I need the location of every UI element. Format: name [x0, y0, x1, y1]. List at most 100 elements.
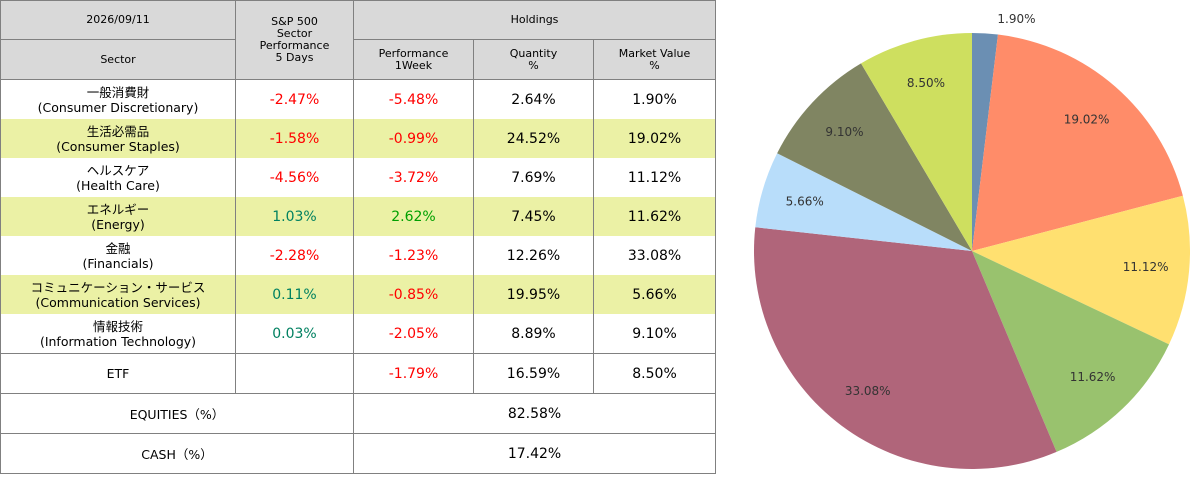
market-value-cell: 1.90% — [592, 79, 717, 119]
quantity-cell: 7.69% — [473, 158, 594, 197]
sp500-5days-header: S&P 500 Sector Performance 5 Days — [235, 0, 354, 80]
perf-1week-cell: -0.99% — [353, 119, 474, 158]
etf-sp500-cell — [235, 353, 354, 394]
quantity-header-line2: % — [528, 58, 539, 72]
sector-name-en: (Energy) — [91, 216, 145, 232]
sector-name-ja: 情報技術 — [92, 318, 143, 334]
sp500-5days-cell: -4.56% — [235, 158, 354, 197]
sector-table: 2026/09/11 S&P 500 Sector Performance 5 … — [0, 0, 717, 474]
pie-slice-label: 9.10% — [825, 125, 863, 139]
pie-slice-label: 8.50% — [907, 76, 945, 90]
table-row: 一般消費財 (Consumer Discretionary) -2.47% -5.… — [0, 79, 717, 119]
pie-slice-label: 19.02% — [1064, 113, 1110, 127]
sector-name-ja: 金融 — [105, 240, 131, 256]
pie-slice — [777, 63, 972, 251]
equities-value: 82.58% — [352, 393, 717, 434]
pie-slice — [972, 195, 1190, 345]
pie-slice-label: 11.62% — [1070, 370, 1116, 384]
table-row: 生活必需品 (Consumer Staples) -1.58% -0.99% 24… — [0, 119, 717, 158]
sector-header: Sector — [0, 39, 236, 80]
market-value-cell: 5.66% — [592, 275, 717, 314]
sector-name-en: (Financials) — [82, 255, 154, 271]
quantity-cell: 7.45% — [473, 197, 594, 236]
sector-name-ja: 生活必需品 — [86, 123, 150, 139]
sector-name-en: (Information Technology) — [39, 333, 197, 349]
perf-1week-header: Performance 1Week — [353, 39, 474, 80]
sector-table-panel: 2026/09/11 S&P 500 Sector Performance 5 … — [0, 0, 717, 474]
equities-label: EQUITIES（%） — [0, 393, 354, 434]
pie-slice-label: 1.90% — [997, 12, 1035, 26]
sector-name-ja: エネルギー — [86, 201, 150, 217]
perf-1week-cell: -2.05% — [353, 314, 474, 354]
sector-name-cell: エネルギー (Energy) — [0, 197, 236, 236]
sp500-5days-cell: 1.03% — [235, 197, 354, 236]
market-value-header-line1: Market Value — [618, 46, 691, 60]
sector-name-cell: 金融 (Financials) — [0, 236, 236, 275]
table-row: エネルギー (Energy) 1.03% 2.62% 7.45% 11.62% — [0, 197, 717, 236]
sp500-header-line4: 5 Days — [275, 51, 314, 64]
cash-label: CASH（%） — [0, 433, 354, 474]
table-row: ヘルスケア (Health Care) -4.56% -3.72% 7.69% 1… — [0, 158, 717, 197]
sp500-5days-cell: 0.11% — [235, 275, 354, 314]
sector-name-cell: 情報技術 (Information Technology) — [0, 314, 236, 354]
sp500-header-line1: S&P 500 — [271, 15, 318, 28]
sector-name-cell: コミュニケーション・サービス (Communication Services) — [0, 275, 236, 314]
pie-slice-label: 33.08% — [845, 384, 891, 398]
sector-name-en: (Consumer Staples) — [56, 138, 180, 154]
cash-value: 17.42% — [352, 433, 717, 474]
sector-name-en: (Communication Services) — [35, 294, 201, 310]
etf-label: ETF — [0, 353, 236, 394]
sp500-header-line3: Performance — [259, 39, 330, 52]
equities-row: EQUITIES（%） 82.58% — [0, 393, 717, 434]
pie-slice — [972, 34, 1183, 252]
perf-1week-header-line1: Performance — [378, 46, 449, 60]
market-value-cell: 33.08% — [592, 236, 717, 275]
quantity-cell: 12.26% — [473, 236, 594, 275]
market-value-header-line2: % — [649, 58, 660, 72]
quantity-cell: 19.95% — [473, 275, 594, 314]
pie-slice — [755, 153, 972, 251]
market-value-cell: 11.12% — [592, 158, 717, 197]
etf-perf-1week-cell: -1.79% — [353, 353, 474, 394]
pie-slice — [972, 33, 998, 251]
market-value-header: Market Value % — [592, 39, 717, 80]
sp500-header-line2: Sector — [276, 27, 313, 40]
sector-name-ja: ヘルスケア — [86, 162, 150, 178]
perf-1week-header-line2: 1Week — [394, 58, 433, 72]
quantity-cell: 8.89% — [473, 314, 594, 354]
quantity-cell: 24.52% — [473, 119, 594, 158]
sector-name-cell: 一般消費財 (Consumer Discretionary) — [0, 79, 236, 119]
etf-quantity-cell: 16.59% — [473, 353, 594, 394]
etf-market-value-cell: 8.50% — [592, 353, 717, 394]
pie-slice — [861, 33, 972, 251]
pie-slice-label: 5.66% — [786, 195, 824, 209]
market-value-cell: 11.62% — [592, 197, 717, 236]
table-row: 金融 (Financials) -2.28% -1.23% 12.26% 33.0… — [0, 236, 717, 275]
sector-name-cell: 生活必需品 (Consumer Staples) — [0, 119, 236, 158]
quantity-cell: 2.64% — [473, 79, 594, 119]
market-value-cell: 19.02% — [592, 119, 717, 158]
perf-1week-cell: -0.85% — [353, 275, 474, 314]
sp500-5days-cell: 0.03% — [235, 314, 354, 354]
market-value-cell: 9.10% — [592, 314, 717, 354]
sector-name-en: (Health Care) — [76, 177, 160, 193]
pie-slice — [972, 251, 1170, 452]
perf-1week-cell: -3.72% — [353, 158, 474, 197]
sp500-5days-cell: -2.28% — [235, 236, 354, 275]
perf-1week-cell: -1.23% — [353, 236, 474, 275]
quantity-header-line1: Quantity — [509, 46, 558, 60]
sector-name-ja: 一般消費財 — [86, 84, 150, 100]
perf-1week-cell: 2.62% — [353, 197, 474, 236]
sector-name-ja: コミュニケーション・サービス — [30, 279, 206, 295]
holdings-header: Holdings — [352, 0, 717, 40]
sp500-5days-cell: -2.47% — [235, 79, 354, 119]
etf-row: ETF -1.79% 16.59% 8.50% — [0, 353, 717, 394]
sector-name-cell: ヘルスケア (Health Care) — [0, 158, 236, 197]
pie-slice-label: 11.12% — [1123, 260, 1169, 274]
date-header: 2026/09/11 — [0, 0, 236, 40]
cash-row: CASH（%） 17.42% — [0, 433, 717, 474]
sector-name-en: (Consumer Discretionary) — [37, 99, 199, 115]
pie-slice — [754, 227, 1057, 469]
perf-1week-cell: -5.48% — [353, 79, 474, 119]
table-row: 情報技術 (Information Technology) 0.03% -2.05… — [0, 314, 717, 354]
